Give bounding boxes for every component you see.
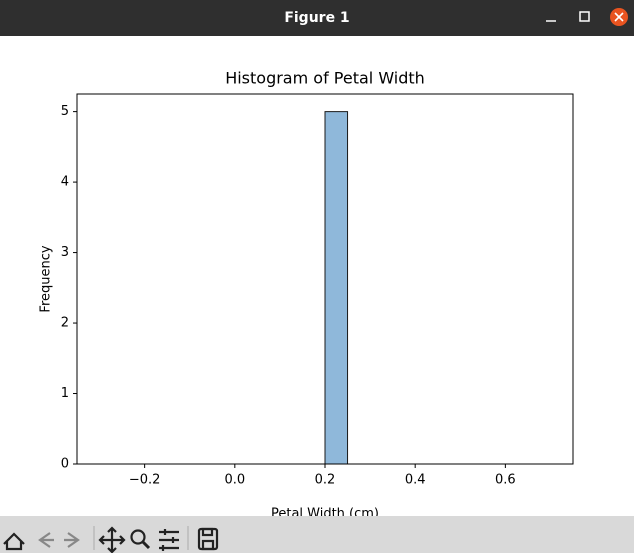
- maximize-button[interactable]: [579, 11, 590, 22]
- x-tick-label: 0.6: [495, 473, 516, 488]
- window-title: Figure 1: [284, 10, 349, 26]
- toolbar: [0, 516, 634, 553]
- title-bar: [0, 0, 634, 36]
- y-tick-label: 5: [61, 104, 69, 119]
- pan-button[interactable]: [98, 526, 126, 553]
- bar: [324, 111, 349, 465]
- chart-title: Histogram of Petal Width: [225, 69, 425, 88]
- back-button[interactable]: [38, 532, 54, 548]
- y-tick-label: 2: [61, 316, 69, 331]
- y-tick-label: 4: [61, 175, 69, 190]
- x-tick-label: 0.2: [315, 473, 336, 488]
- y-tick-label: 1: [61, 386, 69, 401]
- close-button[interactable]: [610, 8, 628, 26]
- axes-frame: [76, 93, 574, 465]
- forward-button[interactable]: [64, 532, 80, 548]
- y-tick-label: 0: [61, 457, 69, 472]
- x-tick-label: −0.2: [129, 473, 161, 488]
- y-tick-label: 3: [61, 245, 69, 260]
- y-axis-label: Frequency: [39, 245, 54, 312]
- x-tick-label: 0.4: [405, 473, 426, 488]
- save-button[interactable]: [197, 527, 219, 551]
- x-tick-label: 0.0: [224, 473, 245, 488]
- zoom-button[interactable]: [130, 529, 151, 550]
- home-button[interactable]: [3, 532, 25, 551]
- configure-button[interactable]: [159, 529, 179, 551]
